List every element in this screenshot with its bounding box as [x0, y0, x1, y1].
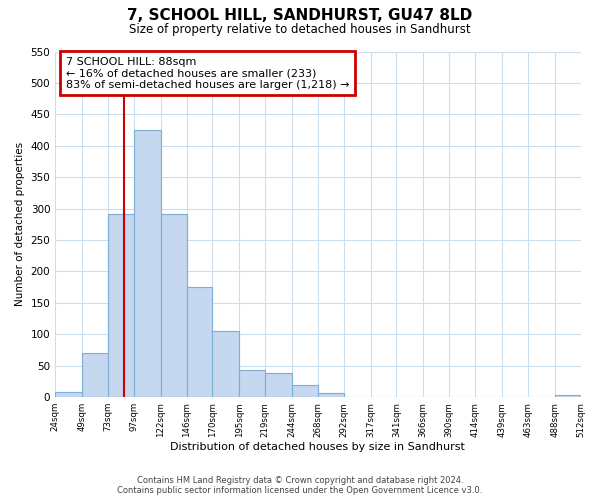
- Bar: [212, 330, 239, 397]
- Bar: [134, 130, 161, 397]
- Bar: [318, 393, 344, 397]
- Text: 7, SCHOOL HILL, SANDHURST, GU47 8LD: 7, SCHOOL HILL, SANDHURST, GU47 8LD: [127, 8, 473, 22]
- Bar: [55, 392, 82, 397]
- Bar: [187, 287, 212, 397]
- X-axis label: Distribution of detached houses by size in Sandhurst: Distribution of detached houses by size …: [170, 442, 465, 452]
- Text: Contains HM Land Registry data © Crown copyright and database right 2024.
Contai: Contains HM Land Registry data © Crown c…: [118, 476, 482, 495]
- Text: Size of property relative to detached houses in Sandhurst: Size of property relative to detached ho…: [129, 22, 471, 36]
- Bar: [397, 396, 424, 397]
- Bar: [108, 214, 134, 397]
- Bar: [265, 374, 292, 397]
- Y-axis label: Number of detached properties: Number of detached properties: [15, 142, 25, 306]
- Bar: [82, 353, 108, 397]
- Text: 7 SCHOOL HILL: 88sqm
← 16% of detached houses are smaller (233)
83% of semi-deta: 7 SCHOOL HILL: 88sqm ← 16% of detached h…: [65, 56, 349, 90]
- Bar: [239, 370, 265, 397]
- Bar: [554, 396, 581, 397]
- Bar: [161, 214, 187, 397]
- Bar: [292, 384, 318, 397]
